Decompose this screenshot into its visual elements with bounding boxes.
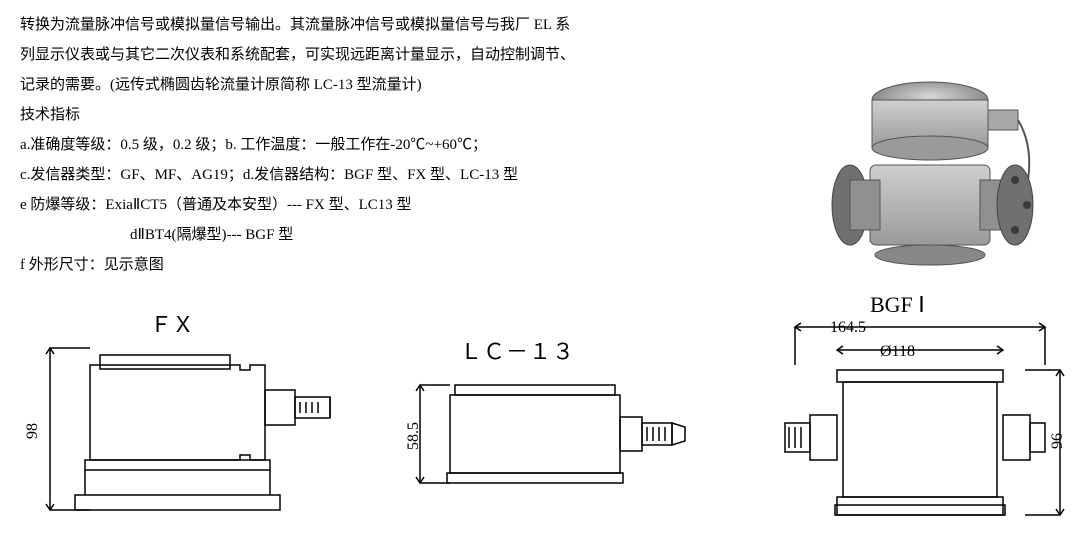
- line-4: 技术指标: [20, 100, 760, 130]
- spec-text: 转换为流量脉冲信号或模拟量信号输出。其流量脉冲信号或模拟量信号与我厂 EL 系 …: [20, 10, 760, 280]
- line-9: f 外形尺寸：见示意图: [20, 250, 760, 280]
- product-photo: [815, 55, 1045, 275]
- line-3: 记录的需要。(远传式椭圆齿轮流量计原简称 LC-13 型流量计): [20, 70, 760, 100]
- line-2: 列显示仪表或与其它二次仪表和系统配套，可实现远距离计量显示，自动控制调节、: [20, 40, 760, 70]
- line-6: c.发信器类型：GF、MF、AG19；d.发信器结构：BGF 型、FX 型、LC…: [20, 160, 760, 190]
- diagram-bgf: [765, 315, 1075, 535]
- diagram-lc13: [395, 355, 715, 535]
- line-8: dⅡBT4(隔爆型)--- BGF 型: [20, 220, 760, 250]
- line-5: a.准确度等级：0.5 级，0.2 级；b. 工作温度：一般工作在-20℃~+6…: [20, 130, 760, 160]
- line-7: e 防爆等级：ExiaⅡCT5（普通及本安型）--- FX 型、LC13 型: [20, 190, 760, 220]
- line-1: 转换为流量脉冲信号或模拟量信号输出。其流量脉冲信号或模拟量信号与我厂 EL 系: [20, 10, 760, 40]
- diagram-fx: [20, 330, 370, 530]
